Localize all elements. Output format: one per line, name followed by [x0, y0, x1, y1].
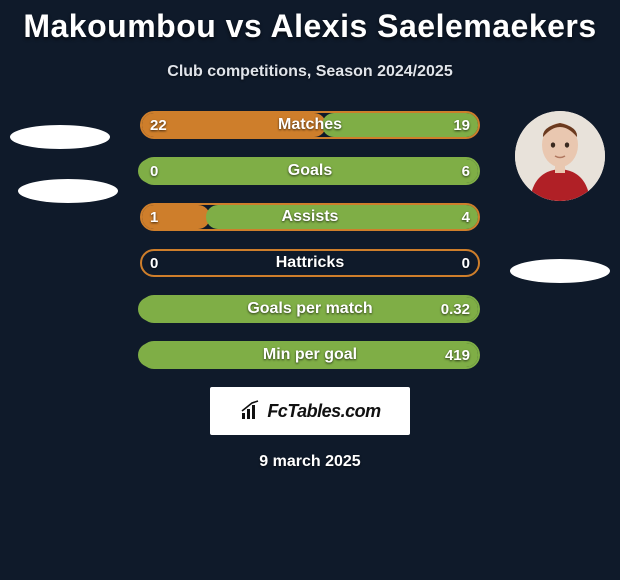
stat-value-right: 4	[462, 203, 470, 231]
stat-value-left: 1	[150, 203, 158, 231]
left-decoration-ellipse-1	[10, 125, 110, 149]
stat-row: Goals per match0.32	[140, 295, 480, 323]
fctables-logo-icon	[239, 399, 263, 423]
stat-row: Hattricks0 0	[140, 249, 480, 277]
stat-row: Assists1 4	[140, 203, 480, 231]
date-label: 9 march 2025	[0, 453, 620, 471]
stat-value-left: 22	[150, 111, 167, 139]
stat-value-right: 6	[462, 157, 470, 185]
stat-label: Matches	[140, 111, 480, 139]
stat-label: Goals per match	[140, 295, 480, 323]
stat-label: Assists	[140, 203, 480, 231]
stat-value-right: 419	[445, 341, 470, 369]
stat-label: Hattricks	[140, 249, 480, 277]
stat-label: Goals	[140, 157, 480, 185]
content-area: Matches2219Goals06Assists14Hattricks00Go…	[0, 111, 620, 369]
comparison-title: Makoumbou vs Alexis Saelemaekers	[0, 0, 620, 45]
player-right-avatar	[515, 111, 605, 201]
fctables-logo: FcTables.com	[210, 387, 410, 435]
stat-row: Min per goal419	[140, 341, 480, 369]
left-decoration-ellipse-2	[18, 179, 118, 203]
avatar-placeholder-icon	[515, 111, 605, 201]
stat-row: Goals0 6	[140, 157, 480, 185]
right-decoration-ellipse	[510, 259, 610, 283]
stat-value-left: 0	[150, 249, 158, 277]
comparison-subtitle: Club competitions, Season 2024/2025	[0, 63, 620, 81]
stats-bars: Matches2219Goals06Assists14Hattricks00Go…	[140, 111, 480, 369]
stat-value-right: 19	[453, 111, 470, 139]
stat-value-right: 0.32	[441, 295, 470, 323]
stat-value-left: 0	[150, 157, 158, 185]
stat-value-right: 0	[462, 249, 470, 277]
stat-label: Min per goal	[140, 341, 480, 369]
stat-row: Matches22 19	[140, 111, 480, 139]
fctables-logo-text: FcTables.com	[267, 401, 380, 422]
